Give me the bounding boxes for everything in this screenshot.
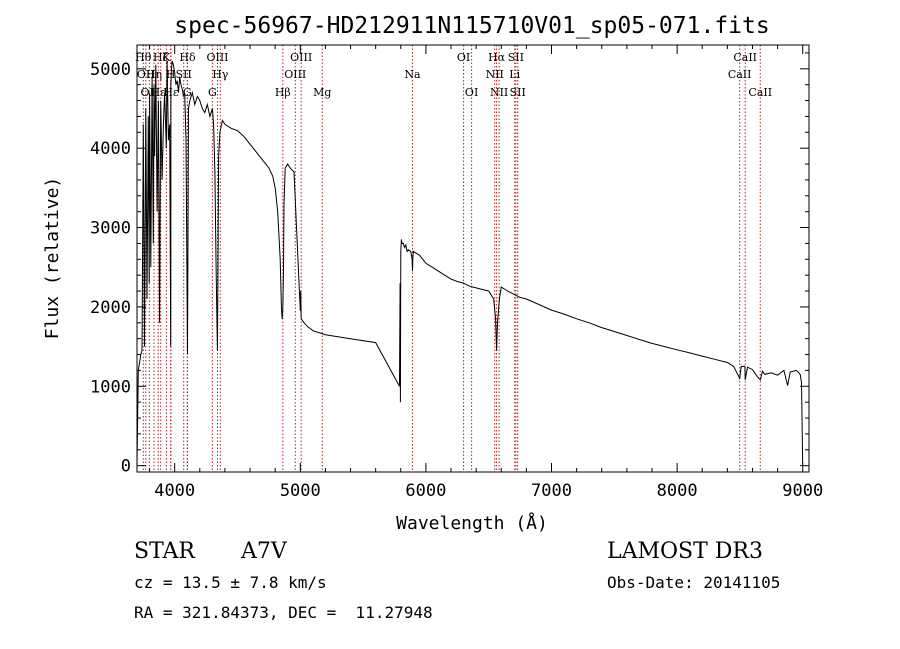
y-tick-label: 2000 [90,298,131,318]
line-marker-label: Hθ [135,51,152,64]
plot-frame [136,44,810,473]
redshift-text: cz = 13.5 ± 7.8 km/s [134,573,327,592]
line-marker-label: NII [490,86,508,99]
line-marker-label: OI [465,86,478,99]
x-tick-label: 5000 [280,481,321,501]
line-marker-label: SII [176,68,192,81]
line-marker-label: OIII [284,68,306,81]
line-marker-label: SII [510,86,526,99]
x-axis-label: Wavelength (Å) [396,512,548,534]
obs-date: Obs-Date: 20141105 [607,573,781,592]
line-marker-label: Li [509,68,520,81]
line-marker-label: SII [508,51,524,64]
line-marker-label: OIII [290,51,312,64]
line-marker-label: OII [137,68,155,81]
line-marker-label: Na [404,68,421,81]
y-axis-label: Flux (relative) [42,177,63,340]
line-marker-label: CaII [733,51,757,64]
line-marker-label: Hδ [179,51,196,64]
x-axis: 4000 5000 6000 7000 8000 9000 [149,45,823,501]
x-tick-label: 8000 [657,481,698,501]
line-marker-label: Hα [488,51,506,64]
x-tick-label: 7000 [531,481,572,501]
y-tick-label: 1000 [90,377,131,397]
chart-title: spec-56967-HD212911N115710V01_sp05-071.f… [174,13,769,39]
object-subclass: A7V [241,539,287,564]
line-marker-label: OI [457,51,470,64]
y-tick-label: 0 [121,457,131,477]
x-tick-label: 4000 [154,481,195,501]
line-marker-label: Hβ [275,86,291,99]
object-class: STAR [134,539,195,564]
line-marker-label: Hη [146,68,162,81]
line-marker-label: NII [486,68,504,81]
line-marker-label: Hγ [212,68,229,81]
y-tick-label: 4000 [90,139,131,159]
x-tick-label: 9000 [782,481,823,501]
line-marker-label: Mg [313,86,331,99]
y-tick-label: 3000 [90,219,131,239]
survey-name: LAMOST DR3 [607,539,763,564]
line-marker-label: CaII [728,68,752,81]
coordinates: RA = 321.84373, DEC = 11.27948 [134,603,433,622]
y-axis: 0 1000 2000 3000 4000 5000 [90,52,809,477]
x-tick-label: 6000 [405,481,446,501]
line-marker-label: Hζ [153,51,169,64]
y-tick-label: 5000 [90,60,131,80]
line-markers [142,45,761,472]
line-marker-label: CaII [748,86,772,99]
line-marker-label: H [166,68,176,81]
line-marker-label: G [183,86,192,99]
spectrum-line [136,60,804,466]
line-marker-label: K [162,51,171,64]
line-marker-label: G [208,86,217,99]
line-marker-label: OIII [206,51,228,64]
